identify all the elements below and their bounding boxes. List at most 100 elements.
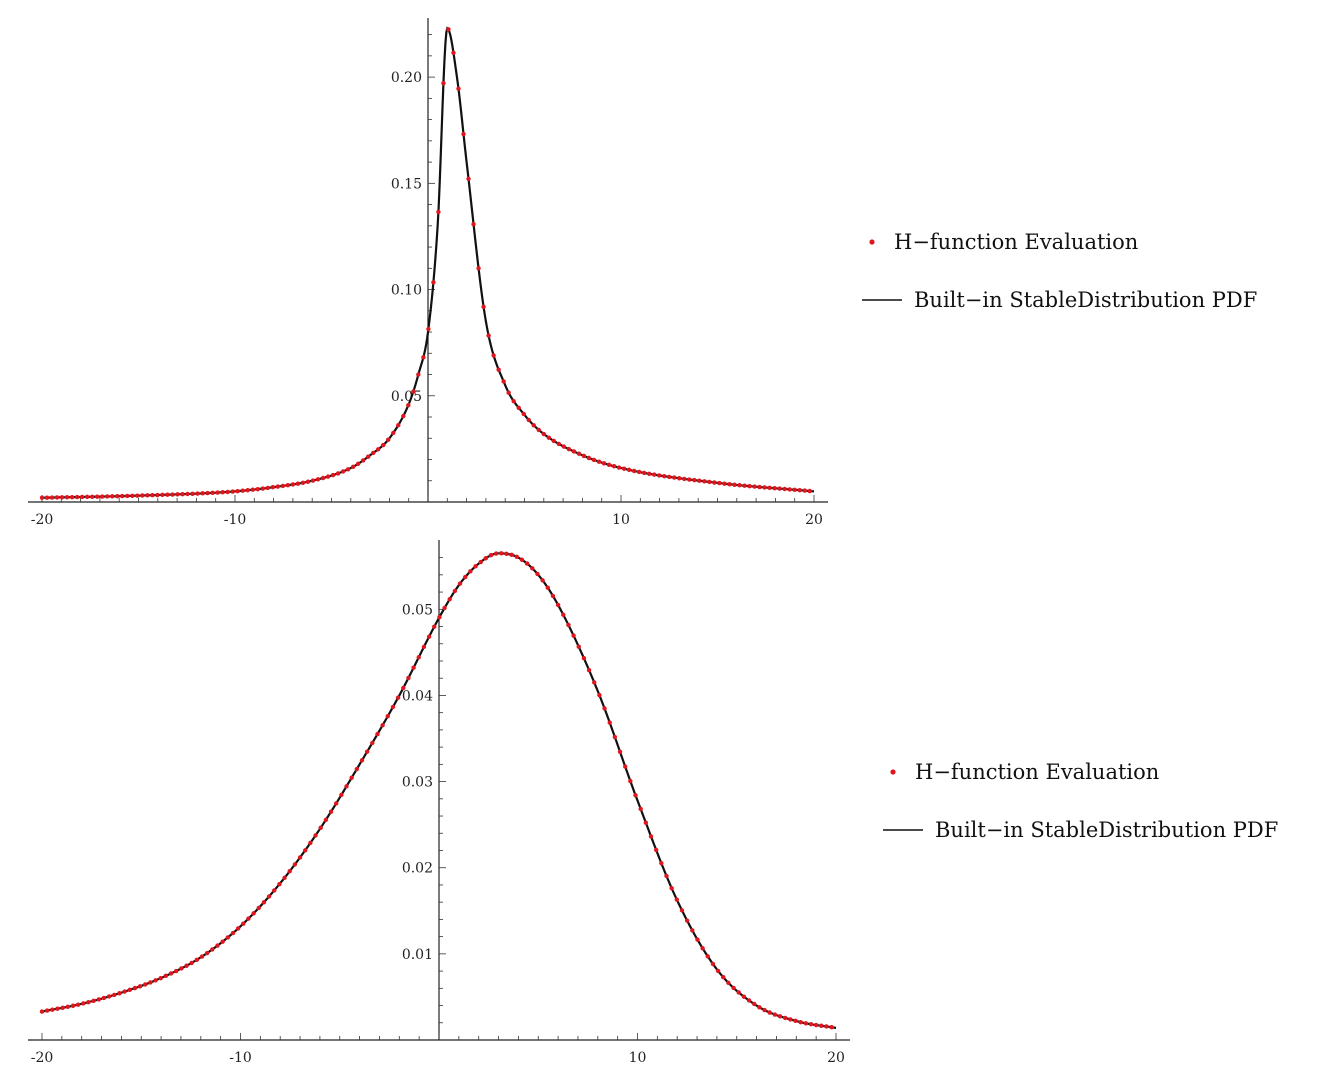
data-point (546, 435, 552, 440)
data-point (426, 326, 431, 332)
y-tick-label: 0.10 (391, 283, 422, 299)
data-point (215, 490, 220, 495)
data-point (303, 848, 308, 853)
data-point (39, 495, 45, 500)
data-point (64, 495, 70, 500)
data-point (364, 749, 370, 754)
data-point (210, 947, 215, 952)
data-point (75, 1002, 81, 1007)
data-point (96, 997, 101, 1002)
data-point (385, 713, 390, 719)
data-point (70, 1003, 76, 1008)
data-point (270, 485, 276, 490)
data-point (401, 685, 406, 691)
data-point (386, 437, 391, 442)
data-point (767, 485, 772, 491)
data-point (452, 588, 458, 594)
data-point (135, 493, 140, 498)
data-point (446, 27, 451, 32)
data-point (536, 427, 541, 433)
x-tick-label: 20 (827, 1050, 845, 1066)
data-point (652, 472, 657, 477)
data-point (318, 825, 323, 830)
data-point (667, 474, 672, 480)
data-point (526, 417, 531, 423)
data-point (782, 1015, 788, 1021)
data-point (491, 353, 496, 358)
data-point (91, 998, 96, 1004)
data-point (657, 473, 662, 478)
legend-label-line: Built−in StableDistribution PDF (935, 818, 1278, 842)
data-point (524, 561, 530, 566)
data-point (265, 485, 271, 491)
data-point (737, 483, 742, 488)
data-point (81, 1001, 86, 1006)
data-point (375, 731, 380, 737)
y-tick-label: 0.20 (391, 70, 422, 86)
data-point (205, 490, 210, 496)
data-point (741, 994, 747, 999)
data-point (287, 869, 292, 874)
data-point (803, 1021, 809, 1026)
data-point (250, 487, 255, 492)
data-point (292, 862, 298, 867)
data-point (612, 734, 618, 740)
data-point (345, 467, 351, 472)
data-point (256, 905, 261, 911)
data-point (436, 209, 441, 215)
data-point (576, 451, 582, 456)
data-point (787, 487, 792, 492)
y-tick-label: 0.01 (402, 947, 433, 963)
data-point (674, 897, 679, 902)
data-point (516, 405, 521, 411)
data-point (712, 480, 717, 485)
data-point (519, 557, 525, 562)
data-point (684, 918, 690, 923)
data-point (473, 564, 478, 569)
data-point (540, 578, 545, 583)
data-point (726, 980, 731, 986)
data-point (802, 488, 807, 493)
data-point (59, 495, 65, 500)
data-point (571, 449, 577, 454)
data-point (175, 492, 180, 497)
data-point (456, 86, 461, 91)
data-point (143, 982, 148, 987)
data-point (395, 695, 401, 700)
x-tick-label: 20 (805, 512, 823, 528)
data-point (461, 131, 466, 137)
data-point (641, 470, 647, 476)
data-point (39, 1009, 45, 1014)
data-point (511, 398, 516, 404)
data-point (155, 492, 160, 498)
data-point (664, 873, 669, 879)
data-point (695, 937, 700, 942)
data-point (117, 991, 122, 996)
data-point (697, 478, 702, 483)
data-point (481, 304, 486, 310)
data-point (285, 483, 291, 488)
data-point (622, 764, 628, 769)
data-point (411, 389, 416, 394)
legend: H−function Evaluation Built−in StableDist… (883, 760, 1278, 842)
data-point (328, 809, 334, 814)
data-point (566, 622, 571, 628)
data-point (556, 441, 562, 447)
data-point (478, 559, 483, 565)
data-point (777, 1014, 783, 1019)
y-tick-label: 0.04 (402, 688, 433, 704)
data-point (476, 266, 481, 271)
data-point (282, 875, 287, 880)
legend-label-points: H−function Evaluation (894, 230, 1138, 254)
data-point (297, 855, 303, 860)
data-point (561, 612, 566, 617)
data-point (483, 556, 489, 561)
data-point (752, 1001, 757, 1007)
data-point (535, 571, 540, 577)
data-point (396, 423, 401, 428)
data-point (829, 1025, 834, 1030)
x-tick-label: -20 (31, 1050, 54, 1066)
data-point (488, 553, 494, 558)
data-point (432, 624, 437, 629)
